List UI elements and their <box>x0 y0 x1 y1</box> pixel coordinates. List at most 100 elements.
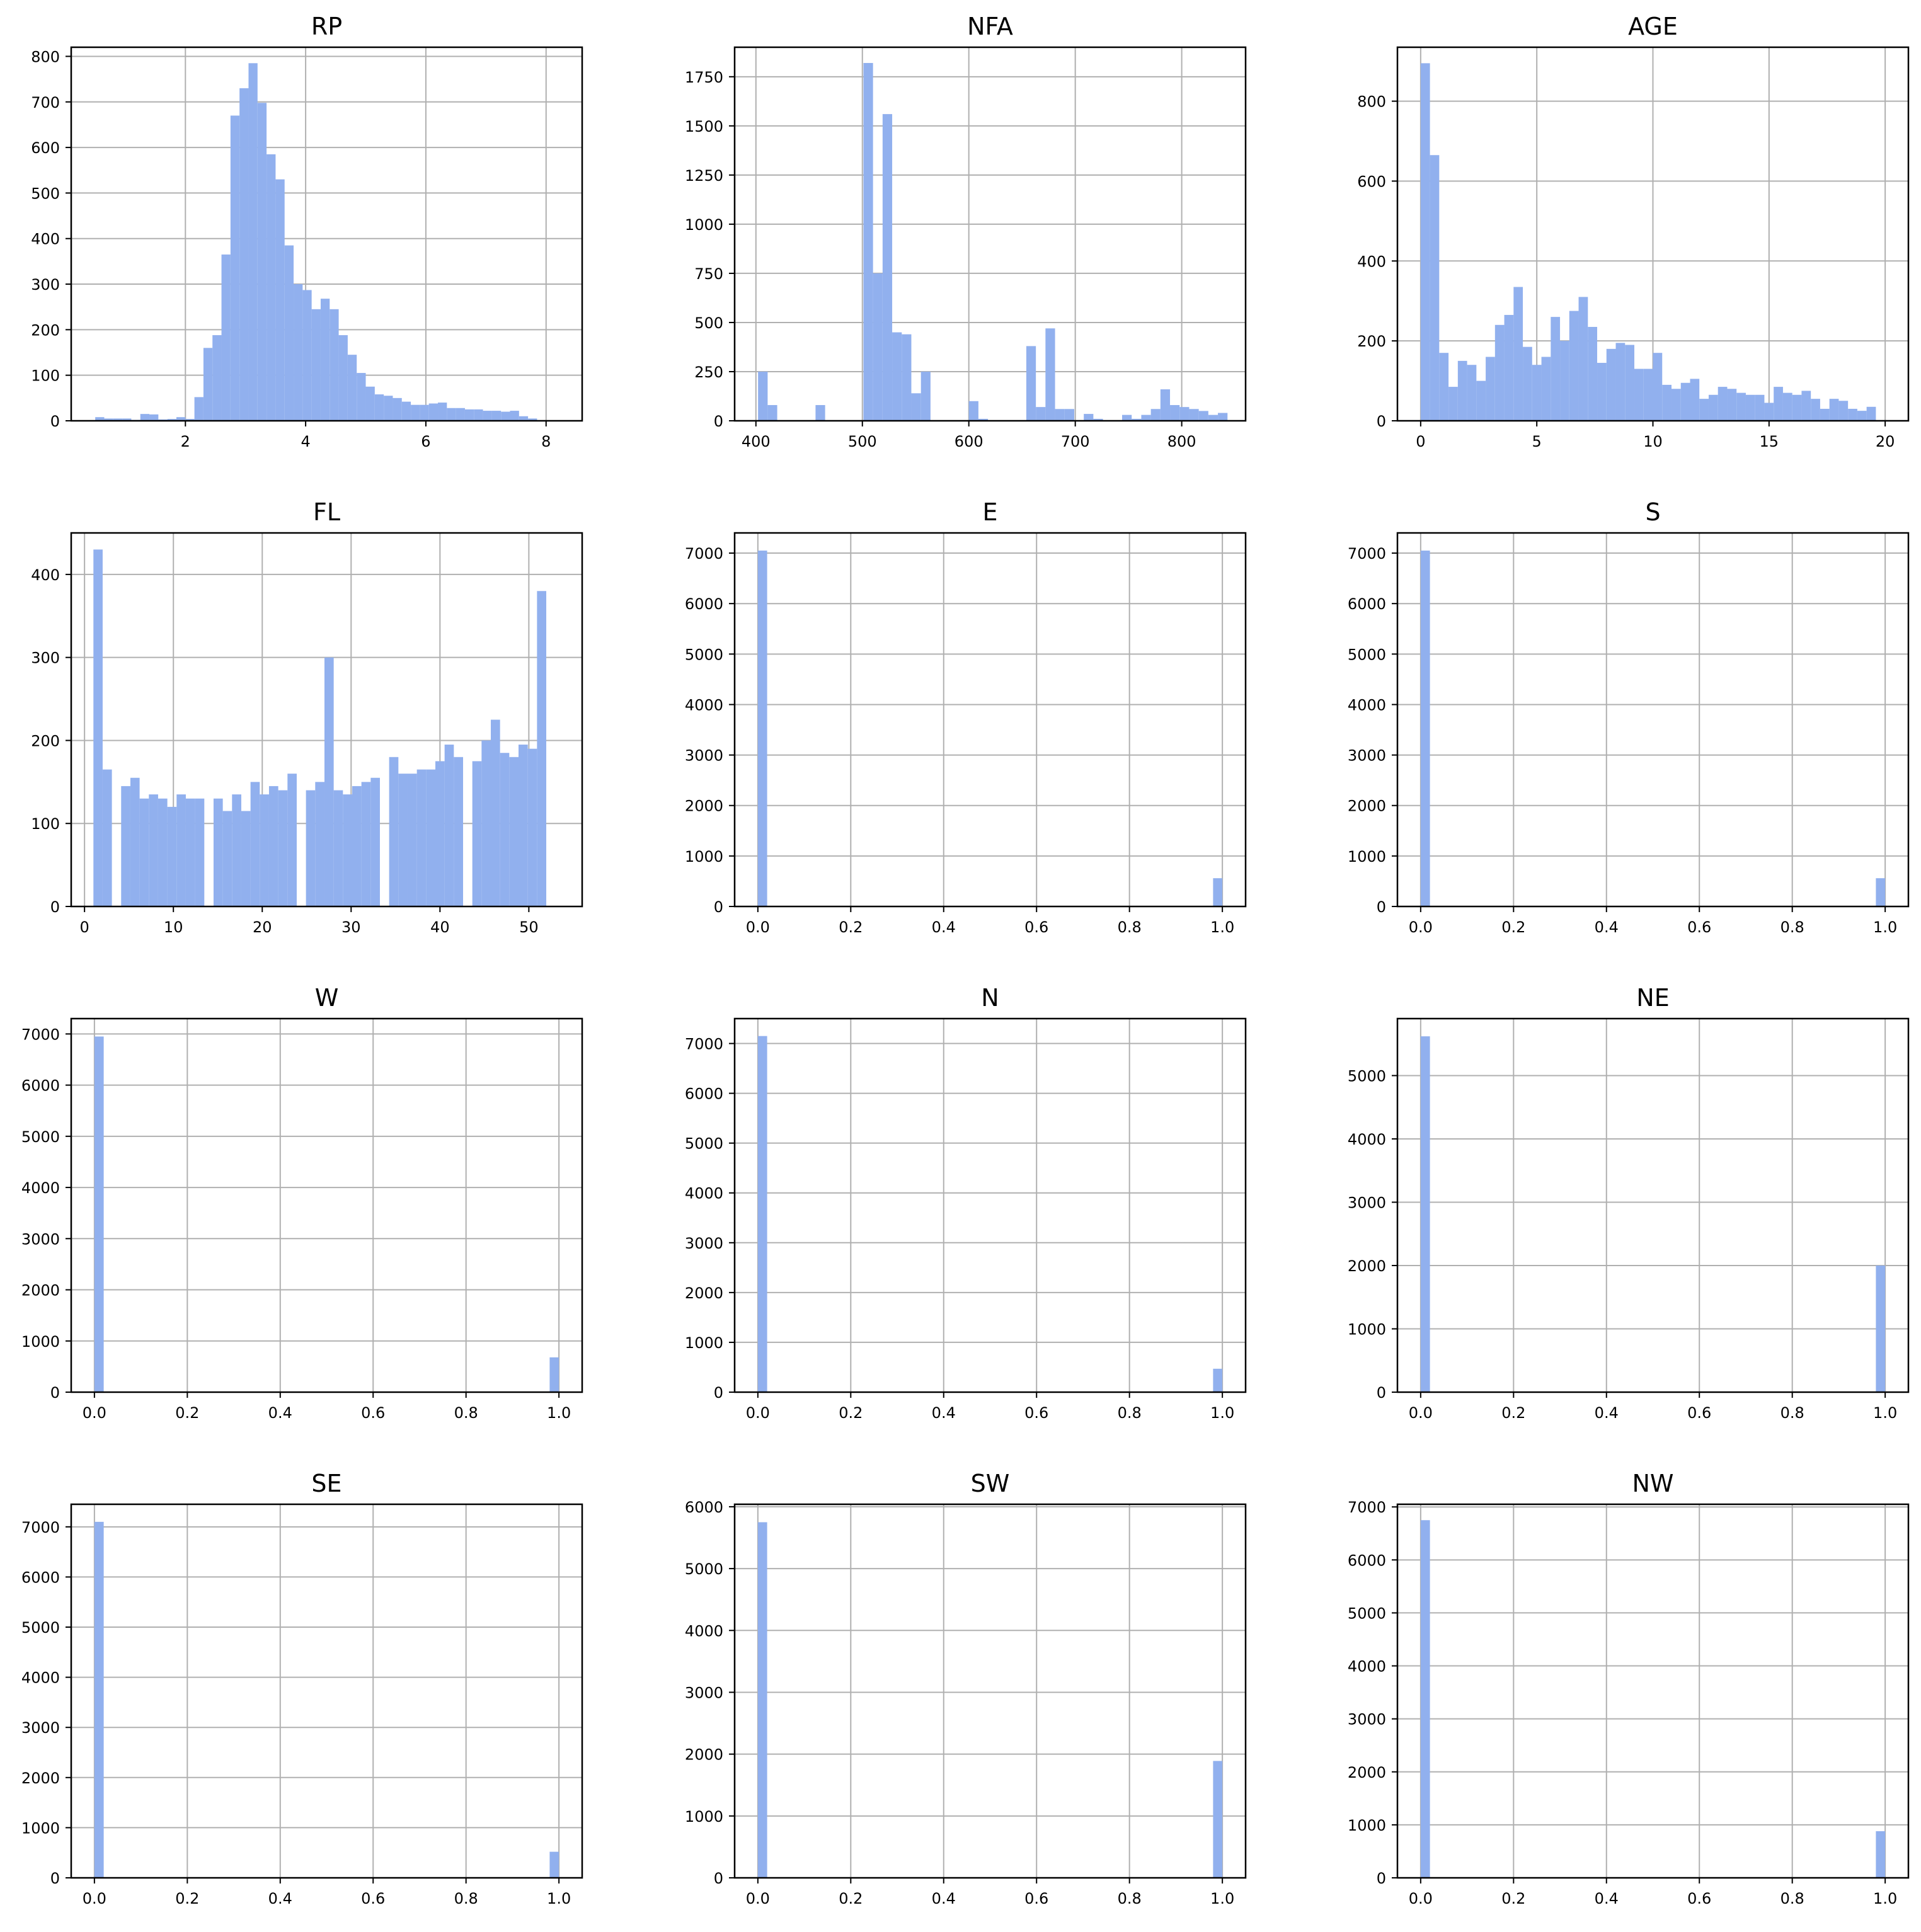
histogram-bar <box>185 419 195 421</box>
histogram-bar <box>158 798 168 906</box>
y-tick-label: 4000 <box>21 1669 60 1687</box>
histogram-bar <box>1093 418 1103 421</box>
histogram-bar <box>1690 379 1700 421</box>
panel-title: NW <box>1632 1470 1674 1497</box>
histogram-bar <box>284 245 294 421</box>
y-tick-label: 1750 <box>685 69 723 86</box>
histogram-bar <box>1708 394 1718 421</box>
x-tick-label: 0.4 <box>1595 1890 1619 1907</box>
x-tick-label: 0.8 <box>1781 1404 1804 1422</box>
histogram-bar <box>549 1851 559 1878</box>
plot-frame <box>70 532 583 908</box>
histogram-bar <box>1467 365 1477 421</box>
histogram-bar <box>347 355 357 421</box>
histogram-bar <box>472 761 482 906</box>
y-tick-label: 1500 <box>685 118 723 135</box>
y-tick-label: 0 <box>50 1870 60 1887</box>
x-tick-label: 0.2 <box>1501 1890 1525 1907</box>
x-tick-label: 0.8 <box>454 1404 478 1422</box>
y-tick-label: 1000 <box>21 1819 60 1837</box>
histogram-bar <box>1430 155 1440 421</box>
histogram-bar <box>102 769 112 906</box>
histogram-bar <box>1876 1831 1886 1878</box>
panel-title: SW <box>971 1470 1010 1497</box>
y-tick-label: 200 <box>31 321 60 339</box>
x-tick-label: 20 <box>1876 433 1895 450</box>
histogram-bar <box>1876 1265 1886 1392</box>
y-tick-label: 0 <box>1377 413 1386 430</box>
histogram-bar <box>1513 287 1523 421</box>
histogram-bar <box>1774 387 1783 421</box>
y-tick-label: 1250 <box>685 167 723 185</box>
x-tick-label: 0.4 <box>268 1890 292 1907</box>
histogram-bar <box>149 414 159 421</box>
x-tick-label: 1.0 <box>1873 1404 1897 1422</box>
histogram-bar <box>232 794 241 906</box>
y-tick-label: 100 <box>31 367 60 385</box>
histogram-bar <box>1213 878 1223 906</box>
histogram-bar <box>447 408 456 421</box>
histogram-bar <box>393 397 402 421</box>
histogram-bar <box>1208 414 1219 421</box>
histogram-bar <box>122 418 132 421</box>
y-tick-label: 1000 <box>1348 1320 1386 1338</box>
histogram-bar <box>1179 407 1190 421</box>
plot-frame <box>70 1503 583 1879</box>
x-tick-label: 0.2 <box>1501 1404 1525 1422</box>
y-tick-label: 1000 <box>685 1334 723 1352</box>
histogram-bar <box>474 409 483 421</box>
y-tick-label: 0 <box>714 1870 723 1887</box>
y-tick-label: 4000 <box>21 1179 60 1197</box>
y-tick-label: 250 <box>694 363 723 381</box>
histogram-bar <box>241 811 251 906</box>
x-tick-label: 10 <box>164 918 183 936</box>
panel-fl: FL 0 10 20 30 40 50 0 100 200 300 400 <box>31 498 583 936</box>
x-tick-label: 0.8 <box>1781 918 1804 936</box>
histogram-bar <box>260 794 269 906</box>
histogram-bar <box>1588 326 1598 421</box>
histogram-bar <box>1420 1520 1430 1878</box>
histogram-bar <box>267 154 276 421</box>
histogram-bar <box>519 416 529 421</box>
y-tick-label: 1000 <box>685 216 723 234</box>
y-tick-label: 5000 <box>1348 1604 1386 1622</box>
histogram-bar <box>113 418 123 421</box>
histogram-bar <box>121 786 130 906</box>
histogram-bar <box>1036 407 1046 421</box>
plot-frame <box>733 46 1247 422</box>
histogram-bar <box>1680 382 1690 421</box>
panel-sw: SW 0.0 0.2 0.4 0.6 0.8 1.0 0 1000 2000 3000 4000 500… <box>685 1470 1247 1907</box>
histogram-bar <box>1457 360 1467 421</box>
histogram-bar <box>873 273 883 421</box>
plot-frame <box>1396 46 1910 422</box>
y-tick-label: 4000 <box>1348 1131 1386 1148</box>
histogram-bar <box>1597 363 1607 421</box>
x-tick-label: 700 <box>1061 433 1090 450</box>
x-tick-label: 1.0 <box>1873 918 1897 936</box>
histogram-bar <box>1055 409 1065 421</box>
histogram-bar <box>911 393 921 421</box>
y-tick-label: 0 <box>1377 1870 1386 1887</box>
histogram-bar <box>1541 357 1551 421</box>
histogram-bar <box>1615 343 1626 421</box>
histogram-bar <box>491 411 502 421</box>
histogram-bar <box>213 798 223 906</box>
histogram-bar <box>1439 353 1449 421</box>
histogram-bar <box>1857 411 1867 421</box>
histogram-bar <box>978 418 989 421</box>
histogram-bar <box>464 409 474 421</box>
x-tick-label: 0.6 <box>361 1890 385 1907</box>
histogram-bar <box>1198 411 1208 421</box>
x-tick-label: 30 <box>341 918 361 936</box>
x-tick-label: 400 <box>742 433 771 450</box>
histogram-bar <box>1848 408 1857 421</box>
histogram-bar <box>454 757 464 906</box>
histogram-bar <box>501 411 510 421</box>
x-tick-label: 0.0 <box>746 1404 770 1422</box>
y-tick-label: 0 <box>50 1384 60 1402</box>
histogram-bar <box>194 397 204 421</box>
histogram-bar <box>500 753 510 906</box>
x-tick-label: 15 <box>1760 433 1779 450</box>
y-tick-label: 200 <box>1357 333 1386 350</box>
panel-e: E 0.0 0.2 0.4 0.6 0.8 1.0 0 1000 2000 3000 4000 5000… <box>685 498 1247 936</box>
